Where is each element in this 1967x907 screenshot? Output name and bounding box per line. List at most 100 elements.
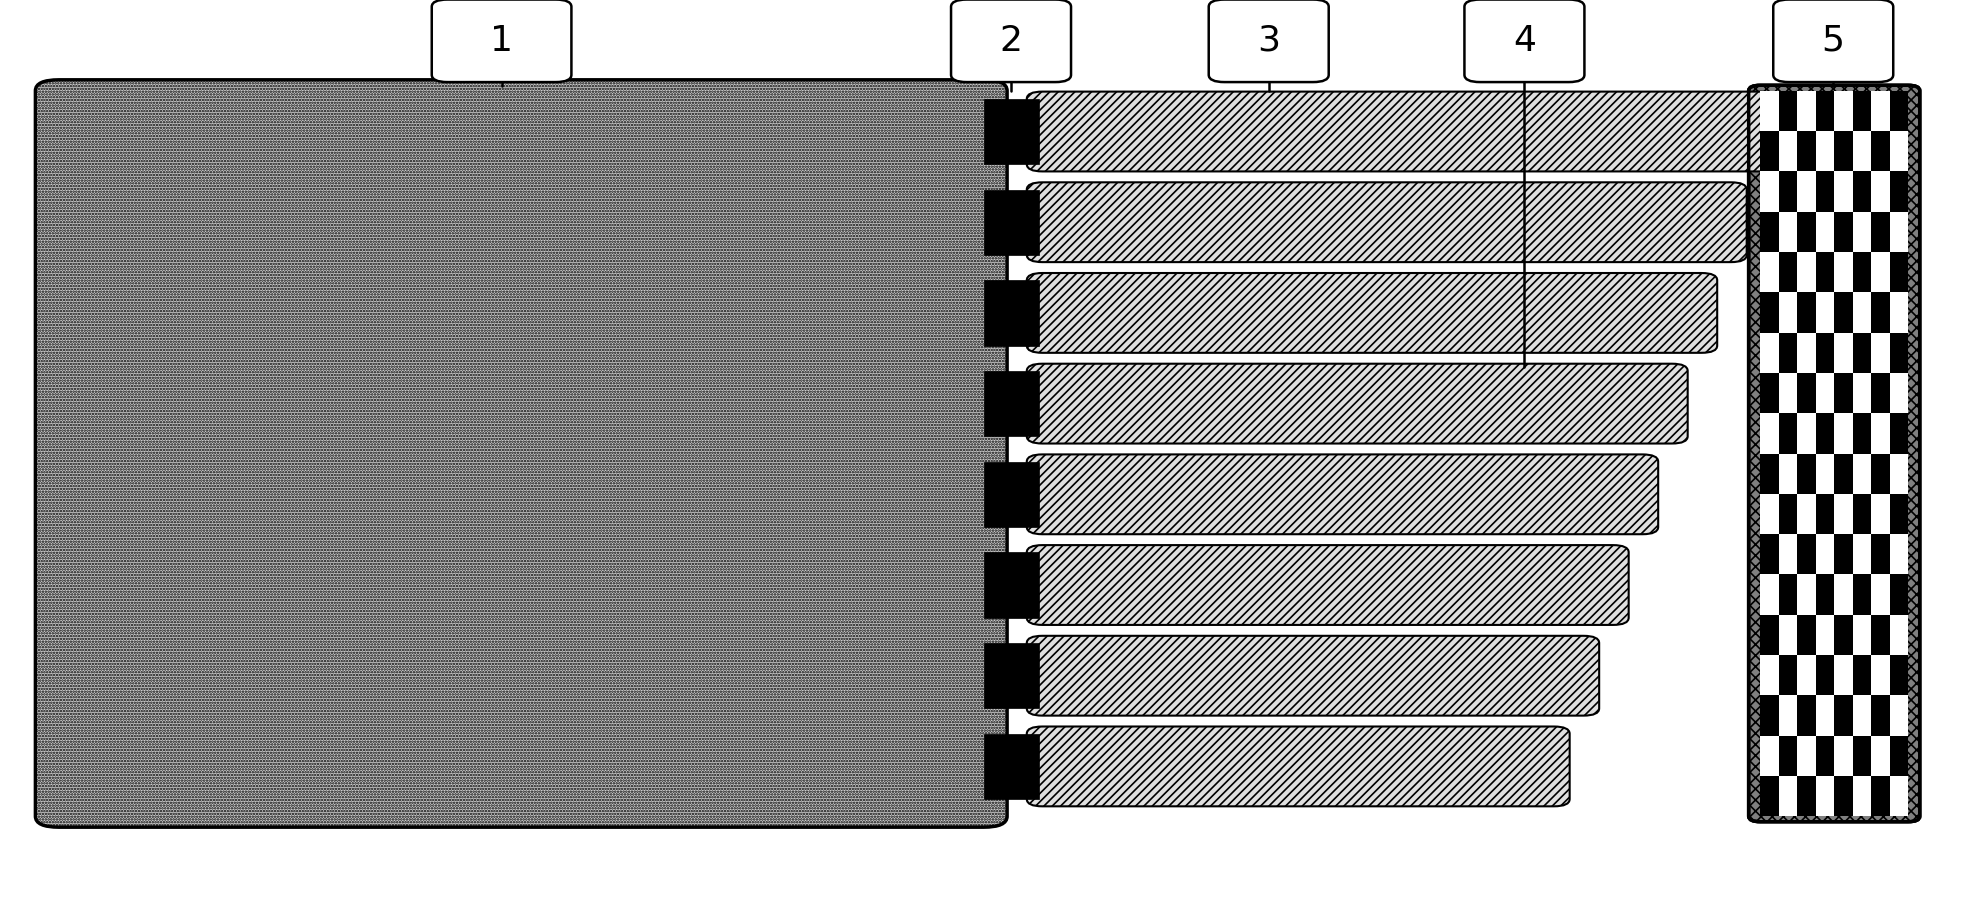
Bar [1890,171,1908,211]
Bar [1816,91,1833,131]
Bar [1816,414,1833,454]
Bar [1816,574,1833,615]
Bar [1778,655,1798,696]
Bar [1833,131,1853,171]
Bar [1816,696,1833,736]
Bar [984,280,1039,346]
Bar [1853,414,1871,454]
FancyBboxPatch shape [1027,182,1747,262]
FancyBboxPatch shape [1027,636,1599,716]
Bar [1890,414,1908,454]
FancyBboxPatch shape [1027,364,1688,444]
Bar [1798,333,1816,373]
Text: 1: 1 [490,24,513,58]
Bar [1853,252,1871,292]
Bar [1816,615,1833,655]
Bar [1760,373,1778,414]
FancyBboxPatch shape [1774,0,1892,83]
Bar [1798,696,1816,736]
Bar [1816,171,1833,211]
Bar [1871,493,1890,534]
Bar [1816,131,1833,171]
Bar [1760,171,1778,211]
Bar [1833,414,1853,454]
FancyBboxPatch shape [1463,0,1585,83]
Bar [1760,292,1778,333]
Bar [1798,655,1816,696]
Bar [1778,493,1798,534]
Bar [1833,776,1853,816]
Bar [1760,493,1778,534]
Bar [1798,171,1816,211]
Bar [1871,373,1890,414]
Bar [1760,615,1778,655]
Bar [1853,292,1871,333]
Bar [1853,655,1871,696]
Bar [984,552,1039,618]
FancyBboxPatch shape [1027,92,1776,171]
Bar [1871,696,1890,736]
Bar [1778,574,1798,615]
Bar [1816,493,1833,534]
Bar [1798,493,1816,534]
Text: 3: 3 [1257,24,1281,58]
Bar [1778,696,1798,736]
Bar [1871,292,1890,333]
Bar [1890,211,1908,252]
Bar [1760,776,1778,816]
Bar [1798,574,1816,615]
Bar [1798,454,1816,493]
Bar [1798,736,1816,776]
Bar [1778,171,1798,211]
Bar [1778,615,1798,655]
Bar [1798,373,1816,414]
Bar [1816,454,1833,493]
Bar [1890,534,1908,574]
Bar [1853,574,1871,615]
Bar [984,462,1039,527]
FancyBboxPatch shape [1027,273,1717,353]
Bar [1833,91,1853,131]
Bar [1853,333,1871,373]
Bar [1778,736,1798,776]
Bar [1816,736,1833,776]
Bar [1760,211,1778,252]
FancyBboxPatch shape [1749,85,1920,822]
Bar [1890,454,1908,493]
Bar [1890,252,1908,292]
Bar [1853,91,1871,131]
Bar [1778,292,1798,333]
Bar [1833,252,1853,292]
Bar [1778,534,1798,574]
Bar [1798,615,1816,655]
Bar [1833,171,1853,211]
FancyBboxPatch shape [35,80,1007,827]
Bar [1816,252,1833,292]
Bar [1760,574,1778,615]
Bar [1816,211,1833,252]
Bar [1778,373,1798,414]
Bar [1798,91,1816,131]
Text: 5: 5 [1821,24,1845,58]
Bar [1833,615,1853,655]
Bar [1833,493,1853,534]
Bar [1871,171,1890,211]
Bar [1833,373,1853,414]
Bar [1760,91,1778,131]
Bar [1833,333,1853,373]
Bar [1853,696,1871,736]
Bar [1760,333,1778,373]
Bar [1833,454,1853,493]
Bar [1871,454,1890,493]
Bar [1890,736,1908,776]
Bar [1890,373,1908,414]
Bar [1760,454,1778,493]
Bar [1871,131,1890,171]
Bar [1760,252,1778,292]
Bar [1798,131,1816,171]
Bar [1853,131,1871,171]
Bar [1833,211,1853,252]
Bar [1890,574,1908,615]
Bar [1760,131,1778,171]
Bar [1890,131,1908,171]
